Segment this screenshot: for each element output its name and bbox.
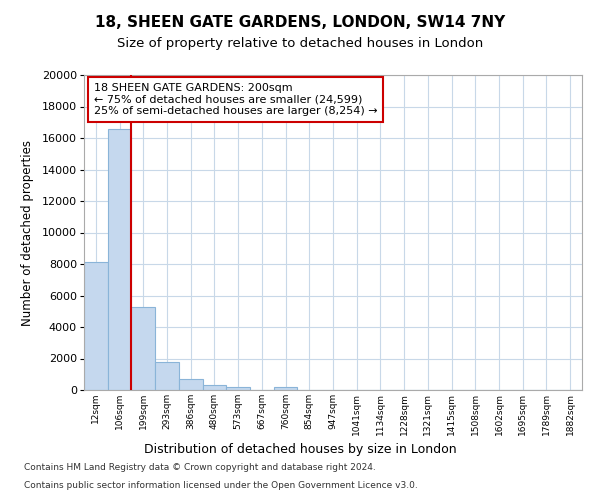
Bar [179,379,203,390]
Bar [84,262,108,390]
Text: 18 SHEEN GATE GARDENS: 200sqm
← 75% of detached houses are smaller (24,599)
25% : 18 SHEEN GATE GARDENS: 200sqm ← 75% of d… [94,83,377,116]
Bar [226,387,250,390]
Text: Contains HM Land Registry data © Crown copyright and database right 2024.: Contains HM Land Registry data © Crown c… [24,464,376,472]
Text: Distribution of detached houses by size in London: Distribution of detached houses by size … [143,442,457,456]
Bar [203,386,226,390]
Bar [274,387,298,390]
Text: 18, SHEEN GATE GARDENS, LONDON, SW14 7NY: 18, SHEEN GATE GARDENS, LONDON, SW14 7NY [95,15,505,30]
Text: Contains public sector information licensed under the Open Government Licence v3: Contains public sector information licen… [24,481,418,490]
Y-axis label: Number of detached properties: Number of detached properties [20,140,34,326]
Text: Size of property relative to detached houses in London: Size of property relative to detached ho… [117,38,483,51]
Bar [155,362,179,390]
Bar [108,128,131,390]
Bar [131,306,155,390]
